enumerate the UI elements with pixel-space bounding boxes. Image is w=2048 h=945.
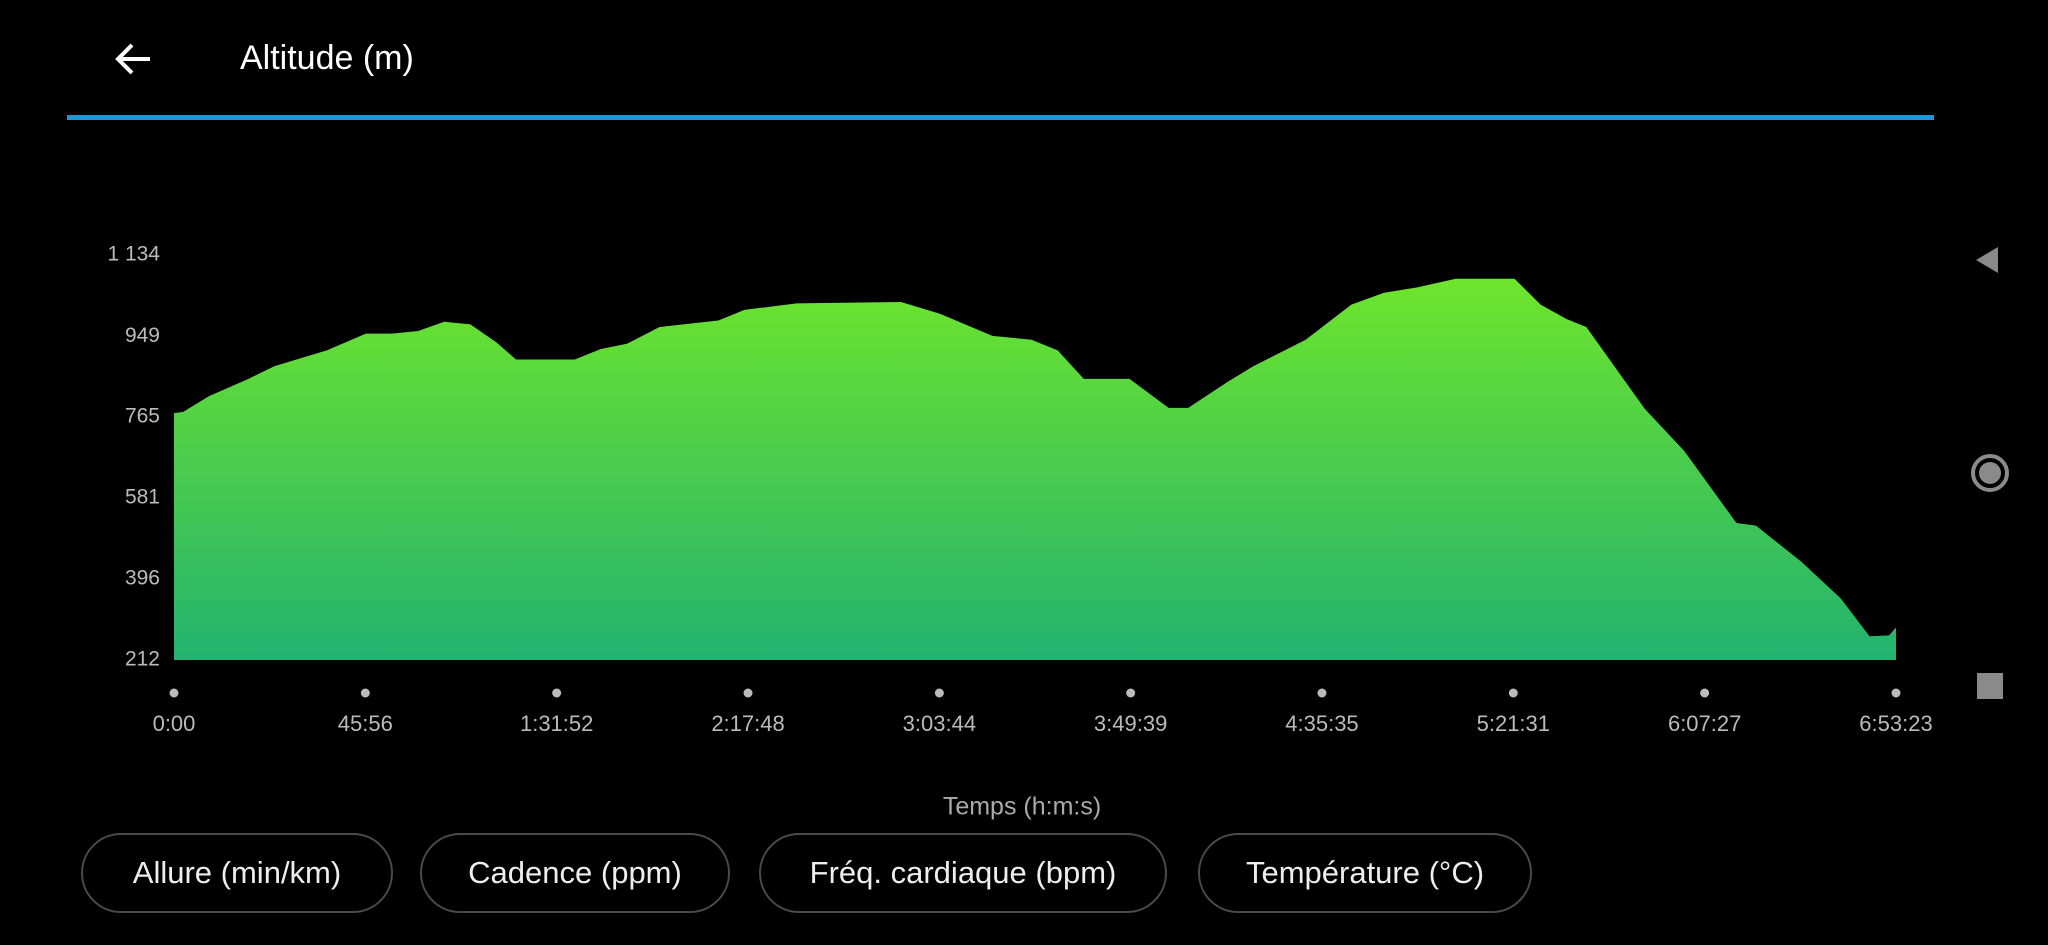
x-axis-title: Temps (h:m:s) [943, 793, 1101, 821]
nav-back[interactable] [1976, 247, 1998, 273]
x-tick-label: 3:49:39 [1094, 711, 1167, 736]
x-tick-dot [360, 688, 370, 698]
x-tick-dot [1508, 688, 1518, 698]
page-title: Altitude (m) [240, 39, 414, 77]
x-tick-label: 0:00 [153, 711, 196, 736]
nav-recents[interactable] [1977, 673, 2003, 699]
x-tick-label: 45:56 [338, 711, 393, 736]
y-tick-label: 396 [125, 567, 160, 590]
x-tick-dot [934, 688, 944, 698]
x-tick-dot [1891, 688, 1901, 698]
x-tick-label: 3:03:44 [903, 711, 976, 736]
nav-home[interactable] [1971, 454, 2009, 492]
x-tick-label: 6:53:23 [1859, 711, 1932, 736]
y-tick-label: 212 [125, 648, 160, 671]
chart-button[interactable]: Allure (min/km) [81, 833, 393, 913]
back-button[interactable] [115, 43, 150, 75]
x-tick-label: 4:35:35 [1285, 711, 1358, 736]
x-tick-label: 2:17:48 [711, 711, 784, 736]
x-tick-label: 6:07:27 [1668, 711, 1741, 736]
x-tick-dot [743, 688, 753, 698]
x-tick-dot [1700, 688, 1710, 698]
header-divider [67, 115, 1934, 120]
chart-button[interactable]: Température (°C) [1198, 833, 1532, 913]
y-tick-label: 581 [125, 485, 160, 508]
y-tick-label: 1 134 [107, 243, 160, 266]
x-tick-label: 1:31:52 [520, 711, 593, 736]
x-tick-dot [1126, 688, 1136, 698]
chart-button[interactable]: Cadence (ppm) [420, 833, 730, 913]
x-tick-dot [1317, 688, 1327, 698]
altitude-area [174, 278, 1896, 660]
y-tick-label: 949 [125, 324, 160, 347]
y-tick-label: 765 [125, 405, 160, 428]
chart-button[interactable]: Fréq. cardiaque (bpm) [759, 833, 1167, 913]
nav-home-dot [1979, 462, 2001, 484]
x-tick-dot [169, 688, 179, 698]
x-tick-dot [552, 688, 562, 698]
x-tick-label: 5:21:31 [1477, 711, 1550, 736]
